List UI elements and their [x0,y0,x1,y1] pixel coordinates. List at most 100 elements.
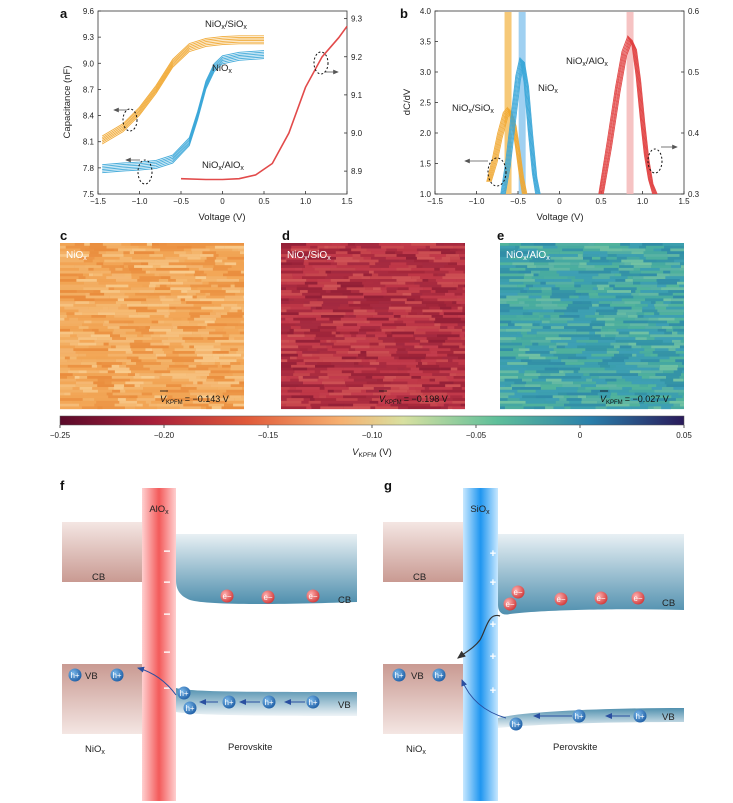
kpfm-texture-cell [319,395,327,399]
diagram-f-hole-2-disc [177,686,191,700]
b-series-0-line-4 [489,110,527,195]
kpfm-texture-cell [581,376,591,379]
kpfm-texture-cell [281,364,292,368]
kpfm-texture-cell [572,348,586,352]
kpfm-texture-cell [669,273,683,277]
kpfm-texture-cell [500,339,512,343]
kpfm-texture-cell [347,251,361,255]
kpfm-texture-cell [76,381,94,385]
kpfm-texture-cell [145,270,151,274]
kpfm-texture-cell [442,356,458,360]
kpfm-texture-cell [576,353,592,357]
kpfm-texture-cell [142,267,157,271]
kpfm-texture-cell [168,345,184,349]
kpfm-texture-cell [592,303,599,307]
kpfm-texture-cell [635,290,641,293]
kpfm-texture-cell [281,320,289,324]
diagram-f-alox-barrier [142,488,176,801]
kpfm-texture-cell [281,292,303,296]
kpfm-texture-cell [174,362,184,365]
colorbar-label: VKPFM (V) [352,447,392,459]
kpfm-texture-cell [513,348,519,352]
kpfm-texture-cell [324,245,329,249]
kpfm-texture-cell [168,279,176,282]
kpfm-texture-cell [357,376,366,379]
kpfm-texture-cell [386,287,398,291]
kpfm-texture-cell [85,262,97,266]
kpfm-texture-cell [195,276,207,279]
kpfm-texture-cell [561,331,577,335]
kpfm-texture-cell [668,392,679,396]
kpfm-texture-cell [460,303,465,307]
kpfm-texture-cell [167,395,173,399]
kpfm-texture-cell [143,387,162,390]
kpfm-texture-cell [281,256,286,260]
kpfm-texture-cell [288,298,295,302]
kpfm-texture-cell [344,337,366,340]
kpfm-texture-cell [366,381,391,385]
kpfm-texture-cell [607,381,632,385]
kpfm-texture-cell [614,353,624,357]
kpfm-texture-cell [101,364,112,368]
kpfm-texture-cell [574,287,593,291]
kpfm-texture-cell [610,342,629,346]
kpfm-texture-cell [221,406,226,410]
kpfm-texture-cell [580,273,599,277]
kpfm-texture-cell [369,359,376,363]
kpfm-texture-cell [586,342,611,346]
kpfm-texture-cell [527,362,549,365]
kpfm-texture-cell [293,328,311,332]
kpfm-texture-cell [677,281,684,285]
kpfm-texture-cell [112,331,126,335]
kpfm-texture-cell [286,309,313,313]
kpfm-texture-cell [534,279,554,282]
kpfm-texture-cell [581,400,598,404]
kpfm-texture-cell [411,292,423,296]
kpfm-texture-cell [344,367,358,371]
kpfm-texture-cell [529,348,546,352]
kpfm-texture-cell [434,267,440,271]
kpfm-texture-cell [417,381,430,385]
kpfm-texture-cell [589,331,595,335]
kpfm-texture-cell [500,345,526,349]
kpfm-texture-cell [634,317,649,321]
kpfm-texture-cell [281,389,288,393]
kpfm-texture-cell [643,259,657,263]
kpfm-texture-cell [363,284,386,288]
kpfm-texture-cell [325,276,344,279]
kpfm-texture-cell [206,273,223,277]
kpfm-texture-cell [607,290,631,293]
chart-b-y-ticks: 1.01.52.02.53.03.54.0 [420,7,438,199]
kpfm-texture-cell [168,262,192,266]
kpfm-texture-cell [230,367,244,371]
kpfm-texture-cell [141,359,157,363]
kpfm-texture-cell [383,295,407,299]
kpfm-texture-cell [361,370,380,374]
diagram-g-plus-sign: + [490,685,496,697]
kpfm-texture-cell [60,243,75,246]
kpfm-texture-cell [281,348,300,352]
diagram-g-hole-1: h+ [432,668,446,682]
kpfm-texture-cell [615,279,626,282]
kpfm-texture-cell [99,370,108,374]
kpfm-texture-cell [194,351,213,354]
kpfm-texture-cell [324,387,349,390]
kpfm-texture-cell [626,348,633,352]
kpfm-texture-cell [376,403,383,407]
kpfm-texture-cell [518,348,530,352]
kpfm-texture-cell [167,367,189,371]
kpfm-texture-cell [532,256,551,260]
kpfm-texture-cell [79,387,93,390]
kpfm-texture-cell [357,398,372,401]
kpfm-texture-cell [390,262,407,266]
kpfm-texture-cell [460,331,465,335]
kpfm-texture-cell [298,378,318,382]
kpfm-texture-cell [213,254,219,257]
kpfm-texture-cell [305,273,328,277]
kpfm-texture-cell [295,339,321,343]
kpfm-texture-cell [462,287,465,291]
diagram-f-hole-1-symbol: h+ [112,671,121,680]
kpfm-texture-cell [407,381,418,385]
kpfm-texture-cell [215,359,237,363]
b-y-tick-label: 1.0 [420,190,432,199]
